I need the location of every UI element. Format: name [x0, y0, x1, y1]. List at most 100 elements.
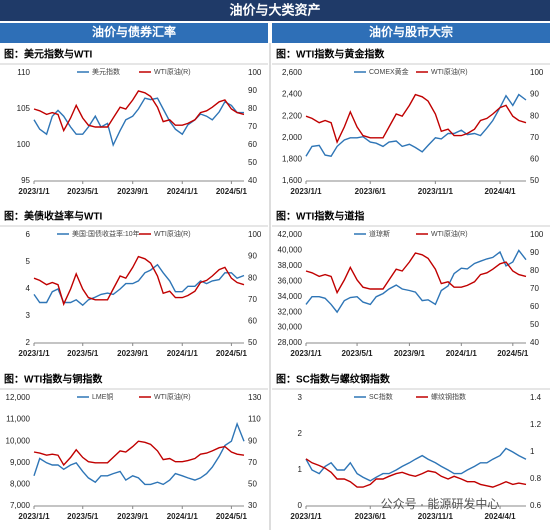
column-title: 油价与股市大宗 — [369, 24, 453, 39]
x-tick-label: 2023/1/1 — [18, 512, 50, 521]
y2-tick-label: 50 — [248, 480, 257, 489]
y-tick-label: 28,000 — [278, 338, 303, 347]
chart-title: 图：WTI指数与黄金指数 — [276, 48, 385, 61]
y-tick-label: 2,400 — [282, 90, 303, 99]
legend-label: WTI原油(R) — [431, 67, 468, 76]
chart-title: 图：美元指数与WTI — [4, 48, 93, 61]
chart-title: 图：SC指数与螺纹钢指数 — [276, 373, 391, 386]
y-tick-label: 32,000 — [278, 307, 303, 316]
y2-tick-label: 70 — [530, 133, 539, 142]
y-tick-label: 9,000 — [10, 458, 31, 467]
x-tick-label: 2023/11/1 — [418, 187, 454, 196]
x-tick-label: 2023/5/1 — [67, 512, 99, 521]
y-tick-label: 105 — [17, 104, 31, 113]
x-tick-label: 2023/5/1 — [67, 187, 99, 196]
y-tick-label: 42,000 — [278, 230, 303, 239]
header-bar — [0, 0, 550, 21]
series-line — [305, 458, 527, 488]
y-tick-label: 95 — [21, 176, 30, 185]
y-tick-label: 34,000 — [278, 292, 303, 301]
x-tick-label: 2023/6/1 — [355, 512, 387, 521]
legend-label: WTI原油(R) — [154, 392, 191, 401]
y2-tick-label: 110 — [248, 415, 261, 424]
legend-label: WTI原油(R) — [154, 229, 191, 238]
legend-label: 美国:国债收益率:10年 — [72, 229, 140, 238]
y2-tick-label: 90 — [530, 248, 539, 257]
y2-tick-label: 0.6 — [530, 501, 542, 510]
y-tick-label: 7,000 — [10, 501, 31, 510]
y-tick-label: 1,600 — [282, 176, 303, 185]
y2-tick-label: 40 — [248, 176, 257, 185]
y2-tick-label: 1 — [530, 447, 535, 456]
y2-tick-label: 60 — [248, 317, 257, 326]
y2-tick-label: 70 — [248, 295, 257, 304]
legend-label: COMEX黄金 — [369, 67, 409, 76]
y2-tick-label: 90 — [530, 90, 539, 99]
y2-tick-label: 80 — [248, 104, 257, 113]
y-tick-label: 2,200 — [282, 111, 303, 120]
series-line — [305, 93, 527, 157]
y-tick-label: 6 — [26, 230, 31, 239]
x-tick-label: 2023/1/1 — [18, 349, 50, 358]
y2-tick-label: 0.8 — [530, 474, 542, 483]
y2-tick-label: 90 — [248, 252, 257, 261]
y2-tick-label: 70 — [248, 458, 257, 467]
y2-tick-label: 60 — [530, 302, 539, 311]
x-tick-label: 2023/11/1 — [418, 512, 454, 521]
series-line — [305, 447, 527, 482]
y-tick-label: 100 — [17, 140, 31, 149]
series-line — [33, 255, 245, 307]
x-tick-label: 2023/1/1 — [290, 512, 322, 521]
y2-tick-label: 100 — [530, 230, 544, 239]
series-line — [33, 421, 245, 486]
y2-tick-label: 80 — [248, 273, 257, 282]
y2-tick-label: 60 — [248, 140, 257, 149]
y-tick-label: 3 — [298, 393, 303, 402]
column-bar — [272, 23, 550, 43]
x-tick-label: 2024/1/1 — [167, 349, 199, 358]
y2-tick-label: 100 — [530, 68, 544, 77]
y-tick-label: 2 — [26, 338, 31, 347]
y-tick-label: 110 — [17, 68, 30, 77]
chart-title: 图：WTI指数与铜指数 — [4, 373, 103, 386]
y-tick-label: 2,000 — [282, 133, 303, 142]
y-tick-label: 1 — [298, 465, 303, 474]
x-tick-label: 2024/5/1 — [497, 349, 529, 358]
column-title: 油价与债券汇率 — [92, 24, 176, 39]
y-tick-label: 1,800 — [282, 155, 303, 164]
y2-tick-label: 50 — [530, 320, 539, 329]
legend-label: 螺纹钢指数 — [431, 392, 466, 401]
legend-label: 道琼斯 — [369, 229, 390, 238]
y2-tick-label: 50 — [248, 338, 257, 347]
x-tick-label: 2024/5/1 — [216, 512, 248, 521]
y-tick-label: 2 — [298, 429, 303, 438]
y-tick-label: 30,000 — [278, 323, 303, 332]
y2-tick-label: 80 — [530, 111, 539, 120]
header-title: 油价与大类资产 — [229, 2, 320, 17]
series-line — [305, 249, 527, 314]
watermark: 公众号 · 能源研发中心 — [381, 496, 500, 511]
x-tick-label: 2024/5/1 — [216, 187, 248, 196]
y2-tick-label: 70 — [248, 122, 257, 131]
x-tick-label: 2024/1/1 — [446, 349, 478, 358]
x-tick-label: 2023/5/1 — [341, 349, 373, 358]
y-tick-label: 3 — [26, 311, 31, 320]
legend-label: LME铜 — [92, 392, 113, 401]
legend-label: SC指数 — [369, 392, 393, 401]
y2-tick-label: 90 — [248, 86, 257, 95]
y2-tick-label: 100 — [248, 230, 262, 239]
x-tick-label: 2023/9/1 — [117, 187, 149, 196]
column-bar — [0, 23, 268, 43]
chart-title: 图：美债收益率与WTI — [4, 210, 103, 223]
series-line — [305, 93, 527, 145]
x-tick-label: 2023/9/1 — [394, 349, 426, 358]
y-tick-label: 2,600 — [282, 68, 303, 77]
y-tick-label: 4 — [26, 284, 31, 293]
y2-tick-label: 50 — [248, 158, 257, 167]
y-tick-label: 38,000 — [278, 261, 303, 270]
series-line — [33, 90, 245, 133]
x-tick-label: 2024/5/1 — [216, 349, 248, 358]
x-tick-label: 2023/9/1 — [117, 349, 149, 358]
x-tick-label: 2024/1/1 — [167, 512, 199, 521]
